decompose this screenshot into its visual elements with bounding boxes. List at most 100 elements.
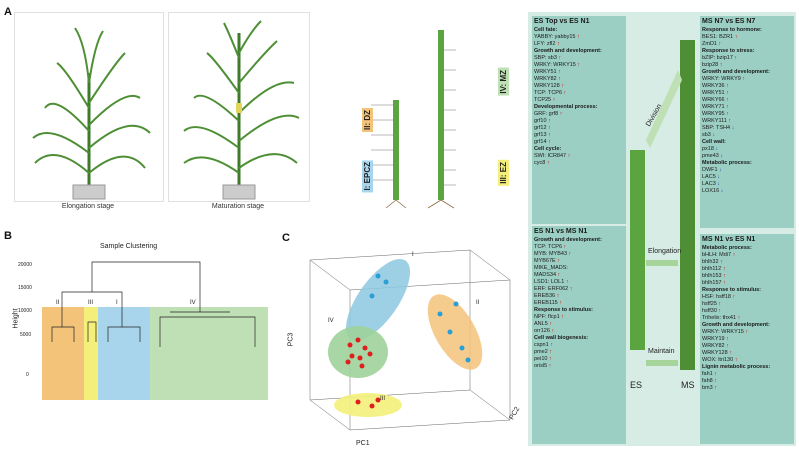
elongation-stage-caption: Elongation stage — [61, 203, 115, 210]
gene-line: WRKY95 ↑ — [702, 111, 729, 117]
up-arrow-icon: ↑ — [568, 251, 572, 257]
gene-line: HSF: hsff18 ↑ — [702, 294, 736, 300]
gene-line: cspn1 ↑ — [534, 342, 553, 348]
gene-line: pei10 ↑ — [534, 356, 552, 362]
dendro-group-iv: IV — [190, 300, 196, 306]
gene-line: DWF1 ↓ — [702, 167, 722, 173]
down-arrow-icon: ↓ — [731, 125, 735, 131]
up-arrow-icon: ↑ — [550, 342, 553, 348]
up-arrow-icon: ↑ — [548, 139, 551, 145]
zone-epcz-label: I: EPCZ — [362, 160, 373, 193]
gene-line: grf14 ↑ — [534, 139, 551, 145]
pca-group-ii: II — [476, 300, 480, 306]
up-arrow-icon: ↑ — [548, 363, 552, 369]
category-label: Response to hormone: — [702, 27, 762, 33]
gene-line: SWI: ICR847 ↑ — [534, 153, 571, 159]
gene-line: cyc8 ↑ — [534, 160, 550, 166]
up-arrow-icon: ↑ — [723, 273, 726, 279]
up-arrow-icon: ↑ — [742, 76, 746, 82]
up-arrow-icon: ↑ — [558, 76, 561, 82]
gene-line: ANL5 ↑ — [534, 321, 553, 327]
up-arrow-icon: ↑ — [556, 293, 560, 299]
gene-line: BES1: BZR1 ↑ — [702, 34, 738, 40]
dendro-group-i: I — [116, 300, 118, 306]
pca-ylabel: PC3 — [287, 332, 295, 347]
gene-line: orr126 ↑ — [534, 328, 555, 334]
up-arrow-icon: ↑ — [726, 336, 729, 342]
gene-line: bhlh112 ↑ — [702, 266, 726, 272]
gene-line: WRKY82 ↑ — [534, 76, 561, 82]
up-arrow-icon: ↑ — [718, 41, 722, 47]
up-arrow-icon: ↑ — [558, 69, 561, 75]
up-arrow-icon: ↑ — [559, 111, 563, 117]
gene-line: WRKY19 ↑ — [702, 336, 729, 342]
up-arrow-icon: ↑ — [718, 308, 722, 314]
gene-line: LOX16 ↓ — [702, 188, 724, 194]
dendro-group-ii: II — [56, 300, 60, 306]
gene-line: bZIP: bzip17 ↑ — [702, 55, 738, 61]
up-arrow-icon: ↑ — [577, 62, 581, 68]
up-arrow-icon: ↑ — [732, 252, 736, 258]
gene-line: pme2 ↑ — [534, 349, 553, 355]
up-arrow-icon: ↑ — [726, 343, 729, 349]
gene-line: SBP: sb3 ↑ — [534, 55, 562, 61]
up-arrow-icon: ↑ — [726, 83, 729, 89]
category-label: Growth and development: — [702, 322, 770, 328]
up-arrow-icon: ↑ — [548, 118, 551, 124]
gene-line: NPF: flcp1 ↑ — [534, 314, 564, 320]
gene-line: WRKY71 ↑ — [702, 104, 729, 110]
gene-line: MYB: MYB43 ↑ — [534, 251, 572, 257]
down-arrow-icon: ↓ — [720, 153, 724, 159]
schematic-maintain-label: Maintain — [648, 348, 675, 355]
gene-line: bhlh153 ↑ — [702, 273, 726, 279]
up-arrow-icon: ↑ — [732, 294, 736, 300]
up-arrow-icon: ↑ — [714, 378, 717, 384]
dendro-ytick-4: 0 — [26, 372, 29, 378]
dendro-ytick-1: 15000 — [18, 285, 32, 291]
up-arrow-icon: ↑ — [745, 329, 749, 335]
down-arrow-icon: ↓ — [717, 181, 721, 187]
up-arrow-icon: ↑ — [549, 349, 553, 355]
up-arrow-icon: ↑ — [718, 301, 722, 307]
up-arrow-icon: ↑ — [558, 55, 562, 61]
gene-line: WRKY: WRKY15 ↑ — [702, 329, 749, 335]
gene-line: MYB67E ↑ — [534, 258, 560, 264]
down-arrow-icon: ↓ — [719, 167, 722, 173]
gene-line: orisl5 ↑ — [534, 363, 552, 369]
gene-line: WRKY111 ↑ — [702, 118, 732, 124]
category-label: Developmental process: — [534, 104, 598, 110]
dendro-ytick-0: 20000 — [18, 262, 32, 268]
up-arrow-icon: ↑ — [719, 62, 723, 68]
up-arrow-icon: ↑ — [563, 90, 567, 96]
category-label: Cell cycle: — [534, 146, 562, 152]
stem-zone-diagram — [316, 20, 526, 210]
category-label: Growth and development: — [702, 69, 770, 75]
gene-line: sb3 ↓ — [702, 132, 716, 138]
central-schematic — [600, 30, 710, 390]
panel-letter-c: C — [282, 232, 290, 244]
gene-line: LAC5 ↓ — [702, 174, 721, 180]
schematic-elongation-label: Elongation — [648, 248, 682, 255]
gene-line: GRF: grf8 ↑ — [534, 111, 563, 117]
gene-line: ERF: ERF062 ↑ — [534, 286, 573, 292]
gene-line: grf12 ↑ — [534, 125, 551, 131]
gene-line: grf10 ↑ — [534, 118, 551, 124]
dendro-ytick-3: 5000 — [20, 332, 32, 338]
up-arrow-icon: ↑ — [726, 111, 729, 117]
gene-line: MADS34 ↑ — [534, 272, 561, 278]
gene-line: SBP: TSH4 ↓ — [702, 125, 735, 131]
gene-line: WRKY: WRKY9 ↑ — [702, 76, 746, 82]
gene-line: bhlh157 ↑ — [702, 280, 726, 286]
up-arrow-icon: ↑ — [548, 132, 551, 138]
up-arrow-icon: ↑ — [737, 315, 741, 321]
up-arrow-icon: ↑ — [561, 83, 564, 89]
gene-line: hsff30 ↑ — [702, 308, 722, 314]
up-arrow-icon: ↑ — [729, 350, 732, 356]
up-arrow-icon: ↑ — [561, 314, 564, 320]
category-label: Cell wall: — [702, 139, 726, 145]
gene-line: WRKY66 ↑ — [702, 97, 729, 103]
gene-line: px18 ↓ — [702, 146, 719, 152]
category-label: Lignin metabolic process: — [702, 364, 771, 370]
panel-letter-b: B — [4, 230, 12, 242]
zone-ez-label: III: EZ — [498, 160, 509, 186]
